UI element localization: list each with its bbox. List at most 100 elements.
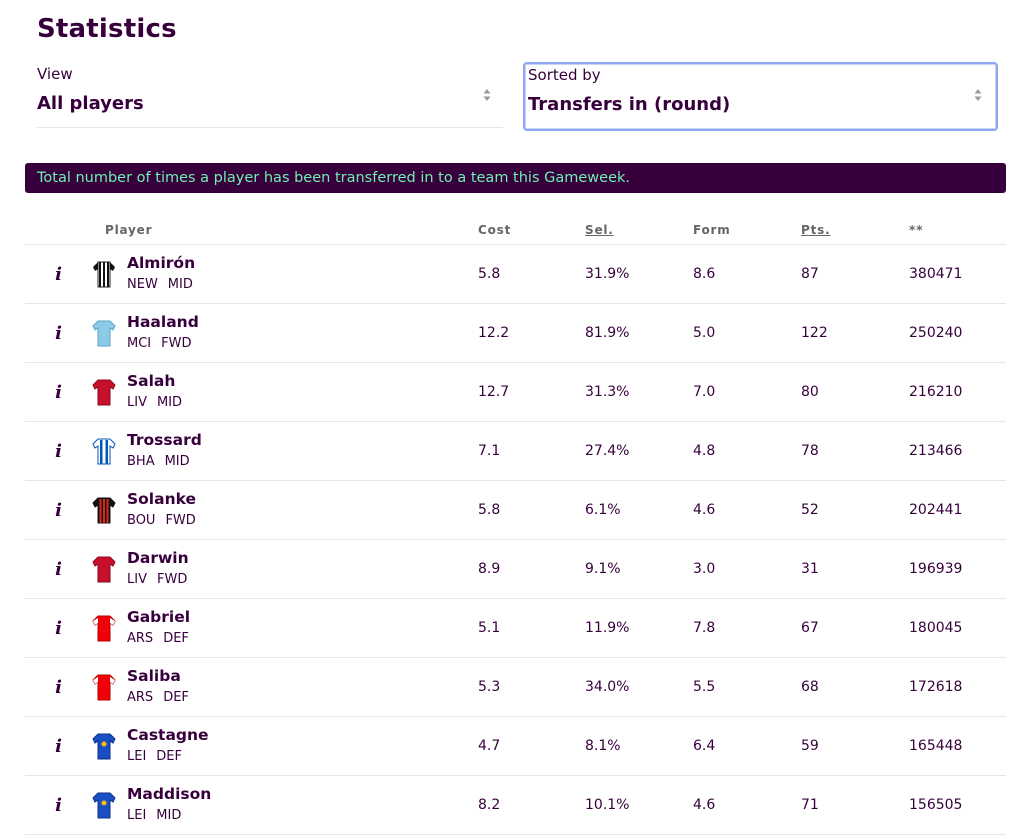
cost-cell: 5.1	[478, 598, 585, 658]
player-name[interactable]: Solanke	[127, 490, 197, 508]
points-cell: 87	[801, 244, 909, 304]
player-position: DEF	[156, 749, 182, 764]
transfers-in-cell: 380471	[909, 244, 1006, 304]
table-row[interactable]: i Saliba ARS DEF 5.3 34.0% 5.5 68 172618	[25, 657, 1006, 717]
player-meta: LIV FWD	[127, 572, 187, 587]
column-header-sort-stat[interactable]: **	[909, 216, 1006, 245]
sort-select[interactable]: Sorted by Transfers in (round)	[523, 62, 998, 131]
player-meta: LEI MID	[127, 808, 181, 823]
player-name[interactable]: Maddison	[127, 785, 212, 803]
player-info-icon[interactable]: i	[55, 322, 62, 344]
player-meta: ARS DEF	[127, 631, 189, 646]
column-header-pts[interactable]: Pts.	[801, 216, 909, 245]
table-row[interactable]: i Salah LIV MID 12.7 31.3% 7.0 80 216210	[25, 362, 1006, 422]
team-shirt-icon	[92, 792, 116, 819]
table-row[interactable]: i Solanke BOU FWD 5.8 6.1% 4.6 52 202441	[25, 480, 1006, 540]
player-cell[interactable]: Salah LIV MID	[92, 362, 478, 422]
player-cell[interactable]: Maddison LEI MID	[92, 775, 478, 835]
team-shirt-icon	[92, 320, 116, 347]
column-header-sel[interactable]: Sel.	[585, 216, 693, 245]
selected-cell: 8.1%	[585, 716, 693, 776]
player-info-icon[interactable]: i	[55, 558, 62, 580]
player-info-icon[interactable]: i	[55, 617, 62, 639]
table-row[interactable]: i Gabriel ARS DEF 5.1 11.9% 7.8 67 180045	[25, 598, 1006, 658]
points-cell: 71	[801, 775, 909, 835]
player-info-icon[interactable]: i	[55, 381, 62, 403]
player-position: FWD	[156, 572, 188, 587]
team-shirt-icon	[92, 733, 116, 760]
player-info-icon[interactable]: i	[55, 794, 62, 816]
player-position: DEF	[163, 631, 189, 646]
player-meta: LEI DEF	[127, 749, 182, 764]
player-info-icon[interactable]: i	[55, 676, 62, 698]
column-header-cost[interactable]: Cost	[478, 216, 585, 245]
cost-cell: 7.1	[478, 421, 585, 481]
player-position: MID	[156, 395, 183, 410]
player-name[interactable]: Haaland	[127, 313, 199, 331]
player-cell[interactable]: Almirón NEW MID	[92, 244, 478, 304]
info-cell: i	[25, 775, 92, 835]
player-team: LIV	[127, 572, 147, 587]
sort-select-label: Sorted by	[528, 66, 601, 84]
player-cell[interactable]: Haaland MCI FWD	[92, 303, 478, 363]
table-row[interactable]: i Darwin LIV FWD 8.9 9.1% 3.0 31 196939	[25, 539, 1006, 599]
player-team: MCI	[127, 336, 152, 351]
player-info-icon[interactable]: i	[55, 499, 62, 521]
info-cell: i	[25, 539, 92, 599]
transfers-in-cell: 156505	[909, 775, 1006, 835]
player-name[interactable]: Gabriel	[127, 608, 191, 626]
selected-cell: 81.9%	[585, 303, 693, 363]
player-name[interactable]: Salah	[127, 372, 176, 390]
info-cell: i	[25, 598, 92, 658]
transfers-in-cell: 172618	[909, 657, 1006, 717]
table-row[interactable]: i Almirón NEW MID 5.8 31.9% 8.6 87 380471	[25, 244, 1006, 304]
view-select[interactable]: View All players	[37, 62, 503, 128]
transfers-in-cell: 213466	[909, 421, 1006, 481]
info-cell: i	[25, 657, 92, 717]
selected-cell: 31.9%	[585, 244, 693, 304]
points-cell: 68	[801, 657, 909, 717]
points-cell: 80	[801, 362, 909, 422]
player-cell[interactable]: Saliba ARS DEF	[92, 657, 478, 717]
player-cell[interactable]: Trossard BHA MID	[92, 421, 478, 481]
player-team: ARS	[127, 631, 154, 646]
view-select-label: View	[37, 65, 73, 83]
player-info-icon[interactable]: i	[55, 735, 62, 757]
table-row[interactable]: i Maddison LEI MID 8.2 10.1% 4.6 71 156505	[25, 775, 1006, 835]
player-name[interactable]: Almirón	[127, 254, 196, 272]
player-name[interactable]: Trossard	[127, 431, 202, 449]
team-shirt-icon	[92, 497, 116, 524]
player-position: FWD	[165, 513, 196, 528]
player-meta: ARS DEF	[127, 690, 189, 705]
player-cell[interactable]: Darwin LIV FWD	[92, 539, 478, 599]
player-team: LIV	[127, 395, 147, 410]
column-header-player[interactable]: Player	[92, 216, 478, 245]
table-row[interactable]: i Castagne LEI DEF 4.7 8.1% 6.4 59 165448	[25, 716, 1006, 776]
player-name[interactable]: Saliba	[127, 667, 181, 685]
player-cell[interactable]: Solanke BOU FWD	[92, 480, 478, 540]
player-team: LEI	[127, 808, 147, 823]
info-cell: i	[25, 362, 92, 422]
table-row[interactable]: i Haaland MCI FWD 12.2 81.9% 5.0 122 250240	[25, 303, 1006, 363]
player-info-icon[interactable]: i	[55, 263, 62, 285]
view-select-value: All players	[37, 93, 144, 114]
select-arrows-icon	[974, 89, 982, 101]
table-row[interactable]: i Trossard BHA MID 7.1 27.4% 4.8 78 213466	[25, 421, 1006, 481]
player-team: NEW	[127, 277, 158, 292]
player-name[interactable]: Castagne	[127, 726, 209, 744]
player-team: ARS	[127, 690, 154, 705]
column-header-form[interactable]: Form	[693, 216, 801, 245]
points-cell: 67	[801, 598, 909, 658]
cost-cell: 8.2	[478, 775, 585, 835]
player-name[interactable]: Darwin	[127, 549, 189, 567]
selected-cell: 9.1%	[585, 539, 693, 599]
player-position: MID	[167, 277, 193, 292]
player-cell[interactable]: Gabriel ARS DEF	[92, 598, 478, 658]
player-info-icon[interactable]: i	[55, 440, 62, 462]
player-meta: LIV MID	[127, 395, 182, 410]
player-cell[interactable]: Castagne LEI DEF	[92, 716, 478, 776]
info-column-header	[25, 216, 92, 245]
player-meta: NEW MID	[127, 277, 193, 292]
form-cell: 5.5	[693, 657, 801, 717]
selected-cell: 34.0%	[585, 657, 693, 717]
